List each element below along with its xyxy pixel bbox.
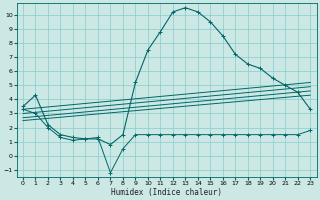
X-axis label: Humidex (Indice chaleur): Humidex (Indice chaleur) (111, 188, 222, 197)
